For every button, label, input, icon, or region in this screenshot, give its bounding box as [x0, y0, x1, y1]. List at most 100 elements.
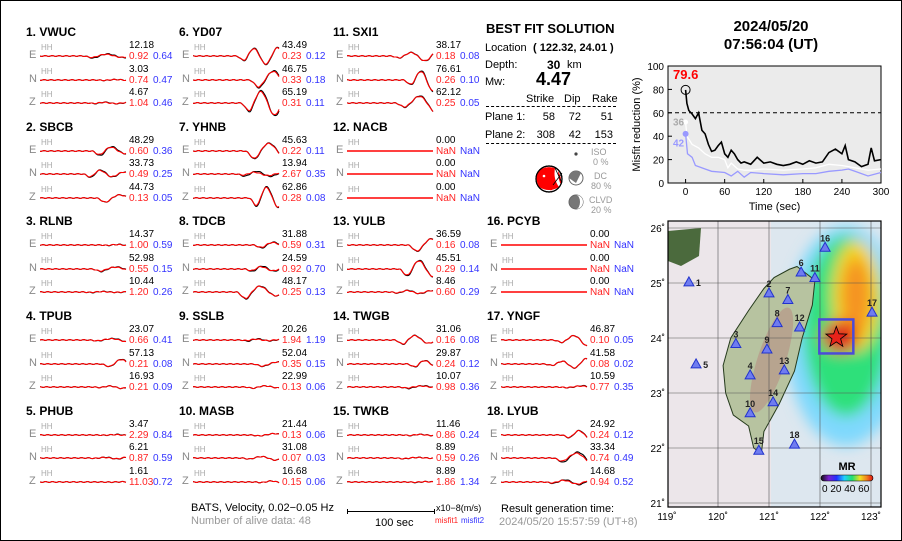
synthetic-waveform [193, 360, 280, 367]
misfit2-value: 0.03 [306, 453, 326, 465]
component-label: N [336, 72, 344, 85]
max-amplitude: 52.98 [129, 252, 155, 264]
waveform-trace [347, 149, 433, 152]
misfit2-value: 0.47 [153, 74, 173, 86]
station-number: 4 [748, 361, 753, 371]
channel-label: HH [348, 445, 360, 455]
misfit2-value: NaN [460, 169, 481, 181]
max-amplitude: 46.87 [590, 324, 616, 336]
x-tick-label: 60 [719, 187, 731, 198]
station-triangle-icon[interactable] [767, 395, 779, 407]
station-triangle-icon[interactable] [782, 293, 794, 304]
station-triangle-icon[interactable] [819, 241, 831, 252]
misfit1-value: 0.77 [590, 382, 610, 394]
max-amplitude: 45.51 [436, 252, 462, 264]
channel-label: HH [502, 279, 514, 289]
waveform-trace [40, 385, 126, 390]
misfit2-value: 0.29 [460, 287, 480, 299]
max-amplitude: 10.59 [590, 371, 616, 383]
misfit1-value: 0.26 [436, 74, 456, 86]
station-triangle-icon[interactable] [771, 316, 784, 328]
component-label: Z [336, 190, 343, 203]
channel-label: HH [348, 255, 360, 265]
max-amplitude: 57.13 [129, 347, 155, 359]
synthetic-waveform [40, 78, 127, 81]
station-number: 11 [810, 264, 820, 274]
misfit2-value: 0.11 [306, 98, 325, 109]
channel-label: HH [41, 184, 53, 194]
waveform-trace [193, 479, 280, 484]
component-label: E [182, 238, 190, 251]
station-triangle-icon[interactable] [730, 337, 742, 348]
synthetic-waveform [347, 51, 434, 61]
synthetic-waveform [501, 452, 588, 462]
plane1-rake: 51 [600, 111, 613, 123]
channel-label: HH [41, 90, 53, 99]
station-triangle-icon[interactable] [793, 320, 806, 332]
synthetic-waveform [501, 429, 588, 439]
max-amplitude: 36.59 [436, 229, 462, 241]
waveform-trace [347, 238, 434, 253]
station-triangle-icon[interactable] [744, 406, 756, 418]
misfit1-value: 0.13 [282, 382, 302, 394]
misfit1-value: 0.49 [129, 169, 149, 181]
station-triangle-icon[interactable] [809, 271, 821, 282]
component-label: E [29, 238, 37, 251]
table-divider [486, 106, 616, 107]
generation-time-label: Result generation time: [501, 503, 615, 515]
station-number: 14 [768, 388, 778, 398]
iso-name: ISO [591, 147, 607, 157]
component-label: N [336, 167, 344, 180]
best-value-label: 79.6 [673, 67, 698, 82]
synthetic-waveform [193, 338, 280, 342]
time-scale-label: 100 sec [375, 517, 414, 529]
misfit1-value: 0.98 [436, 382, 456, 394]
station-number: 6 [799, 258, 804, 268]
waveform-trace [347, 196, 433, 199]
max-amplitude: 8.46 [436, 276, 456, 288]
component-label: Z [29, 190, 36, 203]
station-triangle-icon[interactable] [763, 286, 775, 298]
station-title: 12. NACB [333, 119, 388, 134]
station-triangle-icon[interactable] [866, 306, 878, 317]
waveform-trace [40, 145, 127, 156]
synthetic-waveform [193, 265, 280, 272]
component-label: E [182, 49, 190, 61]
station-triangle-icon[interactable] [761, 342, 773, 354]
component-label: E [29, 333, 37, 346]
channel-label: HH [348, 184, 360, 194]
station-triangle-icon[interactable] [744, 368, 756, 380]
channel-label: HH [502, 468, 514, 478]
max-amplitude: 0.00 [590, 229, 610, 241]
x-tick-label: 240 [834, 187, 851, 198]
mw-value: 4.47 [536, 69, 572, 89]
misfit1-value: 0.59 [282, 240, 302, 252]
station-title: 4. TPUB [26, 309, 73, 324]
station-title: 5. PHUB [26, 403, 74, 418]
component-label: Z [182, 474, 189, 487]
station-triangle-icon[interactable] [778, 363, 791, 375]
max-amplitude: 14.37 [129, 229, 155, 241]
component-label: Z [182, 285, 189, 298]
waveform-trace [347, 289, 434, 295]
max-amplitude: 62.12 [436, 87, 462, 98]
station-triangle-icon[interactable] [752, 444, 765, 455]
synthetic-waveform [40, 433, 127, 436]
station-triangle-icon[interactable] [683, 275, 695, 287]
station-triangle-icon[interactable] [795, 265, 807, 277]
component-label: E [182, 143, 190, 156]
station-triangle-icon[interactable] [690, 357, 702, 369]
max-amplitude: 52.04 [282, 347, 308, 359]
x-tick-label: 120 [755, 187, 772, 198]
plot-area [667, 65, 882, 184]
waveform-trace [193, 241, 280, 250]
component-label: N [29, 167, 37, 180]
synthetic-waveform [40, 244, 127, 247]
misfit2-value: 0.70 [306, 263, 326, 275]
max-amplitude: 43.49 [282, 40, 308, 51]
synthetic-waveform [193, 432, 279, 437]
waveform-trace [347, 173, 433, 175]
station-triangle-icon[interactable] [788, 438, 801, 449]
channel-label: HH [194, 43, 206, 52]
